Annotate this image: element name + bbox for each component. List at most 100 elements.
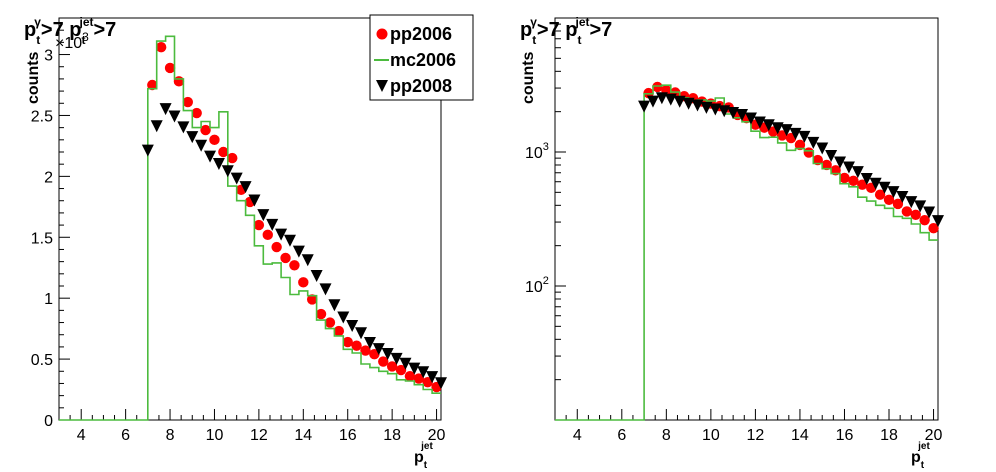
right-pp2006-point [883, 194, 895, 205]
right-pp2006-point [874, 189, 886, 200]
right-y-tick-label: 102 [525, 275, 549, 296]
left-pp2006-point [413, 373, 424, 384]
left-pp2008-point [257, 209, 270, 222]
left-pp2006-point [191, 107, 202, 119]
left-pp2006-point [298, 277, 309, 288]
left-pp2006-point [351, 340, 362, 351]
right-x-tick-label: 4 [573, 427, 582, 444]
right-pp2006-point [839, 172, 850, 184]
left-pp2006-point [369, 349, 380, 360]
left-pp2006-point [209, 134, 220, 146]
left-pp2006-point [324, 317, 336, 328]
left-y-tick-label: 2.5 [31, 108, 53, 125]
left-pp2008-point [177, 121, 190, 134]
left-y-tick-label: 3 [44, 48, 53, 65]
right-pp2006-point [910, 209, 921, 220]
right-x-tick-label: 8 [662, 427, 671, 444]
right-pp2008-point [780, 124, 793, 137]
legend: pp2006 mc2006 pp2008 [369, 14, 474, 101]
left-pp2008-point [355, 327, 368, 340]
right-pp2006-point [901, 206, 913, 217]
left-pp2008-point [372, 343, 385, 356]
left-mc2006-histogram [59, 35, 441, 421]
right-pp2006-point [919, 214, 930, 226]
right-pp2008-point [851, 166, 864, 179]
left-pp2008-point [381, 348, 394, 360]
left-pp2006-point [378, 356, 389, 367]
left-pp2006-point [200, 124, 211, 136]
left-pp2008-point [417, 366, 430, 379]
right-pp2006-point [928, 222, 939, 234]
left-pp2006-point [218, 146, 229, 158]
left-x-tick-label: 12 [250, 427, 268, 444]
left-pp2006-point [342, 336, 353, 348]
left-plot-frame [58, 17, 442, 421]
right-pp2008-point [887, 186, 900, 199]
right-pp2008-point [816, 142, 829, 155]
left-x-tick-label: 20 [428, 427, 446, 444]
left-pp2008-point [435, 377, 447, 390]
right-pp2008-point [825, 149, 838, 162]
left-pp2008-point [248, 194, 261, 207]
right-pp2008-point [869, 177, 882, 190]
left-x-tick-label: 8 [166, 427, 175, 444]
legend-label-pp2006: pp2006 [390, 24, 452, 44]
right-pp2006-point [776, 130, 788, 141]
right-pp2006-point [652, 81, 663, 93]
left-pp2008-point [346, 319, 359, 332]
right-x-tick-label: 10 [702, 427, 720, 444]
right-pp2008-point [691, 99, 704, 112]
right-plot-frame [554, 17, 939, 421]
right-x-tick-label: 12 [747, 427, 765, 444]
right-pp2006-point [794, 139, 806, 151]
left-pp2008-point [283, 234, 296, 247]
left-pp2008-point [310, 270, 323, 283]
right-pp2006-point [848, 175, 859, 186]
left-pp2006-point [253, 219, 265, 231]
left-y-tick-label: 2 [44, 169, 53, 186]
right-pp2006-point [803, 147, 815, 158]
right-x-tick-label: 20 [925, 427, 943, 444]
legend-label-pp2008: pp2008 [390, 76, 452, 96]
left-pp2008-point [221, 165, 234, 178]
left-x-tick-label: 14 [294, 427, 312, 444]
left-pp2008-point [239, 181, 252, 194]
right-ylabel: counts [520, 51, 537, 104]
left-x-tick-label: 10 [206, 427, 224, 444]
left-pp2006-point [227, 152, 238, 164]
right-pp2008-point [834, 156, 847, 169]
right-pp2008-point [718, 105, 731, 118]
left-pp2006-point [386, 361, 398, 372]
left-pp2006-point [306, 294, 318, 305]
right-pp2008-point [771, 122, 784, 135]
left-pp2008-point [204, 150, 217, 163]
right-xlabel: ptjet [911, 441, 930, 471]
left-pp2008-point [212, 157, 225, 170]
right-x-tick-label: 14 [791, 427, 809, 444]
left-pp2008-point [141, 144, 154, 157]
left-pp2006-point [360, 345, 371, 356]
left-y-tick-label: 1 [44, 291, 53, 308]
left-pp2008-point [230, 172, 243, 185]
right-pp2008-point [842, 161, 855, 174]
left-y-tick-label: 1.5 [31, 230, 53, 247]
left-pp2006-point [182, 96, 194, 108]
left-x-tick-label: 18 [383, 427, 401, 444]
left-pp2008-point [195, 139, 208, 152]
right-x-tick-label: 6 [617, 427, 626, 444]
right-pp2008-point [655, 92, 668, 105]
right-pp2008-point [807, 136, 820, 149]
right-pp2008-point [709, 103, 722, 116]
left-pp2008-point [337, 311, 350, 324]
left-pp2008-point [275, 228, 288, 241]
right-pp2008-point [638, 100, 651, 113]
right-pp2008-point [646, 95, 659, 108]
right-y-tick-label: 103 [525, 141, 549, 162]
left-pp2006-point [395, 364, 407, 376]
left-x-tick-label: 4 [77, 427, 86, 444]
right-pp2008-point [789, 127, 802, 140]
left-x-tick-label: 16 [339, 427, 357, 444]
right-pp2008-point [673, 95, 686, 108]
left-pp2008-point [319, 283, 332, 296]
